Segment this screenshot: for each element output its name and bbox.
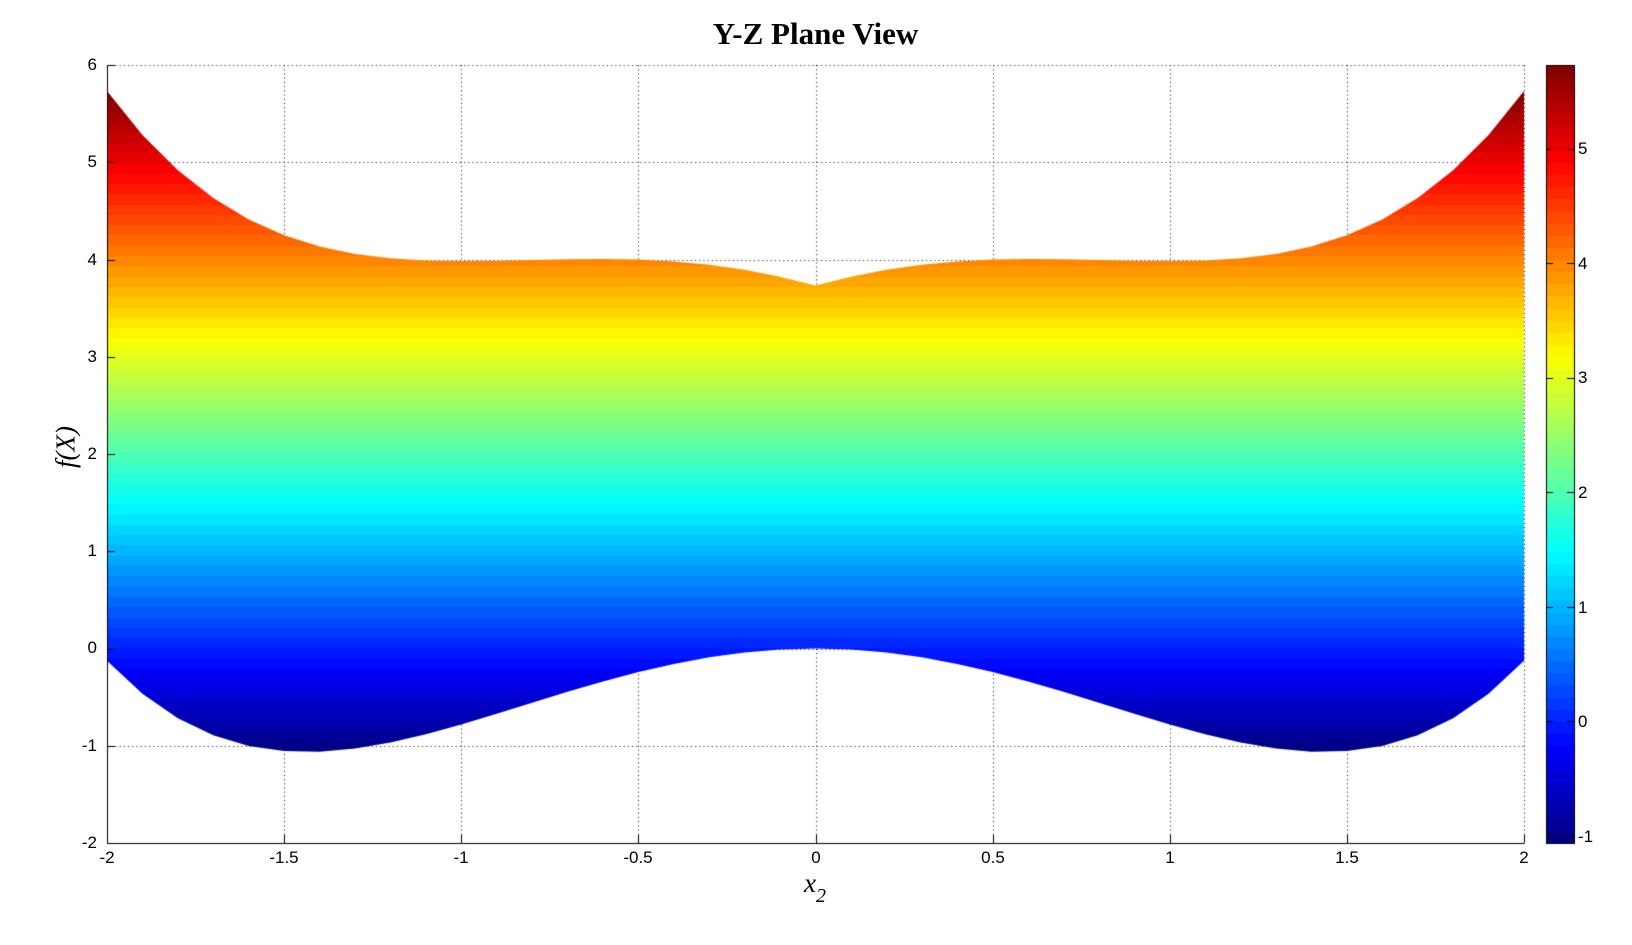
colorbar-tick-label: 0 [1578,712,1588,731]
x-tick-label: 1.5 [1335,848,1359,867]
x-tick-label: -2 [99,848,115,867]
colorbar-tick-label: 5 [1578,139,1588,158]
y-tick-label: 1 [87,541,97,560]
y-tick-label: 0 [87,638,97,657]
x-tick-label: 2 [1519,848,1529,867]
y-tick-label: -2 [81,833,97,852]
x-axis-label-subscript: 2 [815,885,826,908]
x-tick-label: 0.5 [981,848,1005,867]
x-axis-label-base: x [804,868,816,898]
x-tick-label: -1.5 [269,848,299,867]
colorbar-tick-label: 2 [1578,483,1588,502]
colorbar-tick-label: -1 [1578,827,1594,846]
y-tick-label: 6 [87,55,97,74]
x-tick-label: 1 [1165,848,1175,867]
y-tick-label: 3 [87,347,97,366]
y-tick-label: -1 [81,736,97,755]
x-tick-label: 0 [811,848,821,867]
chart-title: Y-Z Plane View [712,16,919,51]
y-tick-label: 4 [87,250,97,269]
x-axis-label: x2 [755,868,875,908]
y-tick-label: 2 [87,444,97,463]
x-tick-label: -1 [453,848,469,867]
colorbar-tick-label: 3 [1578,368,1588,387]
y-tick-label: 5 [87,152,97,171]
colorbar-tick-label: 1 [1578,598,1588,617]
colorbar-tick-label: 4 [1578,254,1588,273]
x-tick-label: -0.5 [623,848,653,867]
